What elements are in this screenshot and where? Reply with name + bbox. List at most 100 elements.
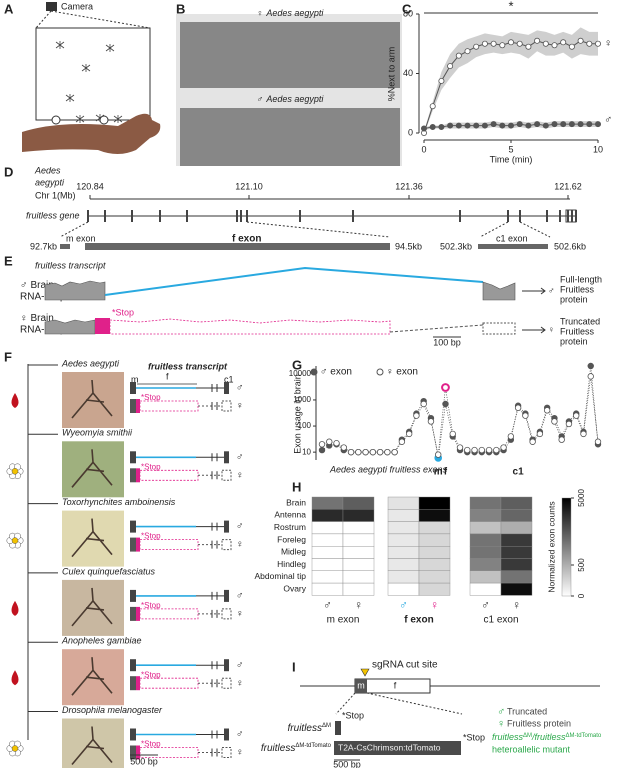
exon-label: m (131, 374, 139, 384)
data-point (522, 412, 529, 419)
heat-cell (387, 533, 420, 547)
genotype-sup: ΔM (523, 733, 532, 739)
row-label: Foreleg (277, 534, 306, 544)
heat-cell (500, 546, 533, 559)
data-point (594, 438, 602, 445)
phenotype-label: Truncated (507, 706, 547, 716)
splice-line (389, 324, 484, 333)
data-point (568, 121, 575, 128)
colorbar-title: Normalized exon counts (546, 501, 556, 592)
x-tick-label: m (434, 467, 443, 478)
heat-cell (311, 533, 344, 547)
data-point (536, 430, 544, 438)
data-point (376, 448, 384, 456)
data-point (449, 430, 456, 438)
heat-cell (500, 496, 533, 510)
sex-symbol: ♀ (236, 609, 244, 620)
splice-arc (104, 266, 484, 296)
data-point (420, 400, 427, 408)
sex-symbol: ♀ (236, 470, 244, 481)
sex-symbol: ♂ (236, 660, 244, 671)
data-point (447, 122, 454, 129)
heat-cell (342, 582, 375, 596)
x-axis-title: Time (min) (490, 154, 533, 164)
stop-exon (95, 318, 110, 334)
heat-cell (418, 546, 451, 559)
x-tick-label: 10 (593, 144, 603, 154)
x-tick-label: c1 (513, 467, 525, 478)
data-point (577, 121, 584, 128)
data-point (514, 404, 522, 412)
exon-outline (221, 539, 232, 551)
heat-cell (500, 533, 533, 547)
data-point (340, 444, 347, 451)
exon-block (130, 659, 136, 672)
stop-label: *Stop (141, 393, 161, 402)
stop-label: *Stop (141, 532, 161, 541)
heat-cell (469, 496, 502, 510)
data-point (441, 383, 450, 392)
significance-star: * (508, 0, 513, 13)
stop-label: *Stop (463, 732, 485, 742)
exon-block (130, 537, 136, 552)
data-point (391, 448, 398, 456)
mosquito-sketch (71, 379, 113, 419)
arm-marker (51, 115, 61, 125)
gene-exon (459, 210, 461, 222)
data-point (595, 121, 602, 128)
genotype-part: fruitless (492, 732, 524, 742)
exon-block (130, 589, 136, 602)
track-label: ♀ Brain (20, 313, 54, 324)
stop-label: *Stop (141, 740, 161, 749)
data-point (595, 40, 602, 47)
sex-symbol: ♀ (236, 747, 244, 758)
coordinate-label: 121.10 (235, 181, 263, 191)
data-point (455, 122, 462, 129)
coverage (44, 319, 96, 335)
data-point (542, 122, 549, 129)
panel-label: B (176, 1, 185, 16)
m-exon (355, 679, 367, 693)
data-point (565, 420, 573, 428)
protein-label: Truncated (560, 316, 600, 326)
y-tick-label: 10 (302, 447, 311, 456)
exon-outline (221, 747, 232, 758)
heat-cell (387, 546, 420, 559)
exon-block (130, 451, 136, 464)
coverage (44, 280, 106, 301)
data-point (398, 438, 406, 445)
chromosome-label: Chr 1(Mb) (35, 190, 76, 200)
gene-exon (186, 210, 188, 222)
heat-cell (469, 509, 502, 522)
data-point (362, 448, 369, 456)
exon-outline (221, 608, 232, 620)
species-photo (62, 718, 124, 768)
data-point (427, 418, 435, 425)
genotype-part: /fruitless (531, 732, 566, 742)
column-label: ♂ (481, 598, 490, 612)
legend-marker (376, 368, 384, 376)
sex-symbol: ♂ (236, 452, 244, 463)
zoom-line (59, 221, 89, 238)
data-point (369, 448, 377, 456)
data-point (573, 412, 580, 419)
transcript-title: fruitless transcript (148, 361, 228, 371)
y-tick-label: 40 (403, 68, 413, 78)
heat-cell (387, 496, 420, 510)
exon-block (130, 676, 136, 691)
data-point (318, 441, 326, 448)
sex-symbol: ♀ (236, 401, 244, 412)
y-tick-label: 1000 (293, 395, 311, 404)
heat-cell (469, 533, 502, 547)
protein-label: Full-length (560, 274, 602, 284)
stop-label: *Stop (141, 601, 161, 610)
data-point (326, 438, 333, 445)
camera-icon (46, 2, 57, 11)
mosquito (55, 41, 65, 49)
data-point (534, 37, 541, 44)
heat-cell (387, 509, 420, 522)
gene-exon (104, 210, 106, 222)
genotype-label: fruitlessΔM/fruitlessΔM-tdTomato (492, 732, 602, 742)
data-point (587, 362, 594, 370)
species-name: Drosophila melanogaster (62, 705, 163, 715)
